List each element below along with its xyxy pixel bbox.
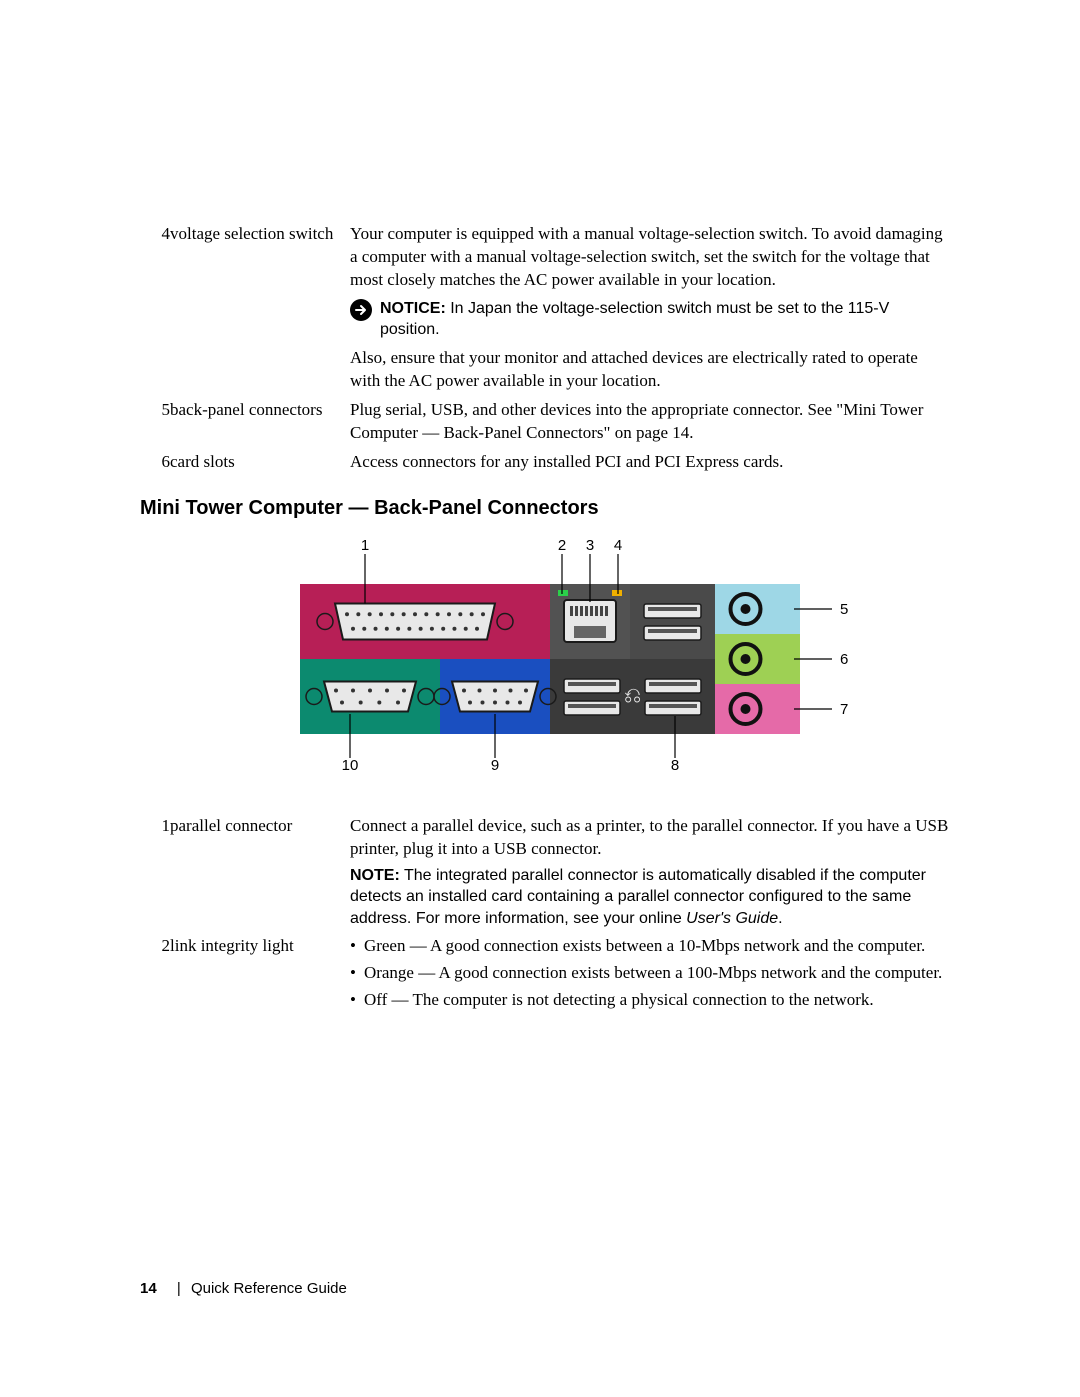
svg-text:7: 7 [840, 701, 848, 718]
section-heading: Mini Tower Computer — Back-Panel Connect… [140, 497, 950, 520]
back-panel-diagram: ⎌ 1 2 3 4 5 6 7 10 9 8 [140, 534, 950, 794]
svg-text:4: 4 [614, 537, 622, 554]
desc-text: Your computer is equipped with a manual … [350, 223, 950, 292]
svg-text:10: 10 [342, 757, 359, 774]
note-label: NOTE: [350, 867, 400, 884]
list-item: Off — The computer is not detecting a ph… [350, 989, 950, 1012]
svg-text:9: 9 [491, 757, 499, 774]
def-desc: Access connectors for any installed PCI … [350, 448, 950, 477]
note-text-a: The integrated parallel connector is aut… [350, 867, 926, 927]
svg-text:2: 2 [558, 537, 566, 554]
bullet-list: Green — A good connection exists between… [350, 935, 950, 1012]
svg-text:5: 5 [840, 601, 848, 618]
svg-text:⎌: ⎌ [624, 682, 642, 707]
bullet-text: Orange — A good connection exists betwee… [364, 962, 942, 985]
connectors-svg: ⎌ 1 2 3 4 5 6 7 10 9 8 [230, 534, 860, 794]
definitions-bottom: 1 parallel connector Connect a parallel … [140, 812, 950, 1019]
def-term: back-panel connectors [170, 396, 350, 448]
notice-block: NOTICE: In Japan the voltage-selection s… [350, 298, 950, 341]
def-term: voltage selection switch [170, 220, 350, 396]
table-row: 5 back-panel connectors Plug serial, USB… [140, 396, 950, 448]
def-term: parallel connector [170, 812, 350, 933]
def-desc: Your computer is equipped with a manual … [350, 220, 950, 396]
bullet-text: Off — The computer is not detecting a ph… [364, 989, 874, 1012]
table-row: 4 voltage selection switch Your computer… [140, 220, 950, 396]
svg-text:8: 8 [671, 757, 679, 774]
page-footer: 14 | Quick Reference Guide [140, 1280, 347, 1297]
def-num: 5 [140, 396, 170, 448]
svg-text:6: 6 [840, 651, 848, 668]
def-desc: Plug serial, USB, and other devices into… [350, 396, 950, 448]
def-num: 2 [140, 932, 170, 1019]
page-content: 4 voltage selection switch Your computer… [140, 220, 950, 1019]
note-block: NOTE: The integrated parallel connector … [350, 865, 950, 930]
list-item: Orange — A good connection exists betwee… [350, 962, 950, 985]
table-row: 2 link integrity light Green — A good co… [140, 932, 950, 1019]
definitions-top: 4 voltage selection switch Your computer… [140, 220, 950, 477]
def-num: 4 [140, 220, 170, 396]
notice-label: NOTICE: [380, 300, 446, 317]
table-row: 6 card slots Access connectors for any i… [140, 448, 950, 477]
notice-body: In Japan the voltage-selection switch mu… [380, 300, 889, 339]
def-desc: Green — A good connection exists between… [350, 932, 950, 1019]
footer-title: Quick Reference Guide [191, 1280, 347, 1297]
note-text-c: . [778, 910, 782, 927]
desc-text-2: Also, ensure that your monitor and attac… [350, 347, 950, 393]
svg-text:3: 3 [586, 537, 594, 554]
page-number: 14 [140, 1280, 157, 1297]
def-term: card slots [170, 448, 350, 477]
list-item: Green — A good connection exists between… [350, 935, 950, 958]
footer-separator: | [177, 1280, 181, 1297]
svg-text:1: 1 [361, 537, 369, 554]
table-row: 1 parallel connector Connect a parallel … [140, 812, 950, 933]
bullet-text: Green — A good connection exists between… [364, 935, 925, 958]
desc-text: Connect a parallel device, such as a pri… [350, 815, 950, 861]
notice-text: NOTICE: In Japan the voltage-selection s… [380, 298, 950, 341]
note-text-italic: User's Guide [686, 910, 778, 927]
def-num: 1 [140, 812, 170, 933]
def-num: 6 [140, 448, 170, 477]
arrow-circle-icon [350, 299, 372, 321]
def-term: link integrity light [170, 932, 350, 1019]
def-desc: Connect a parallel device, such as a pri… [350, 812, 950, 933]
